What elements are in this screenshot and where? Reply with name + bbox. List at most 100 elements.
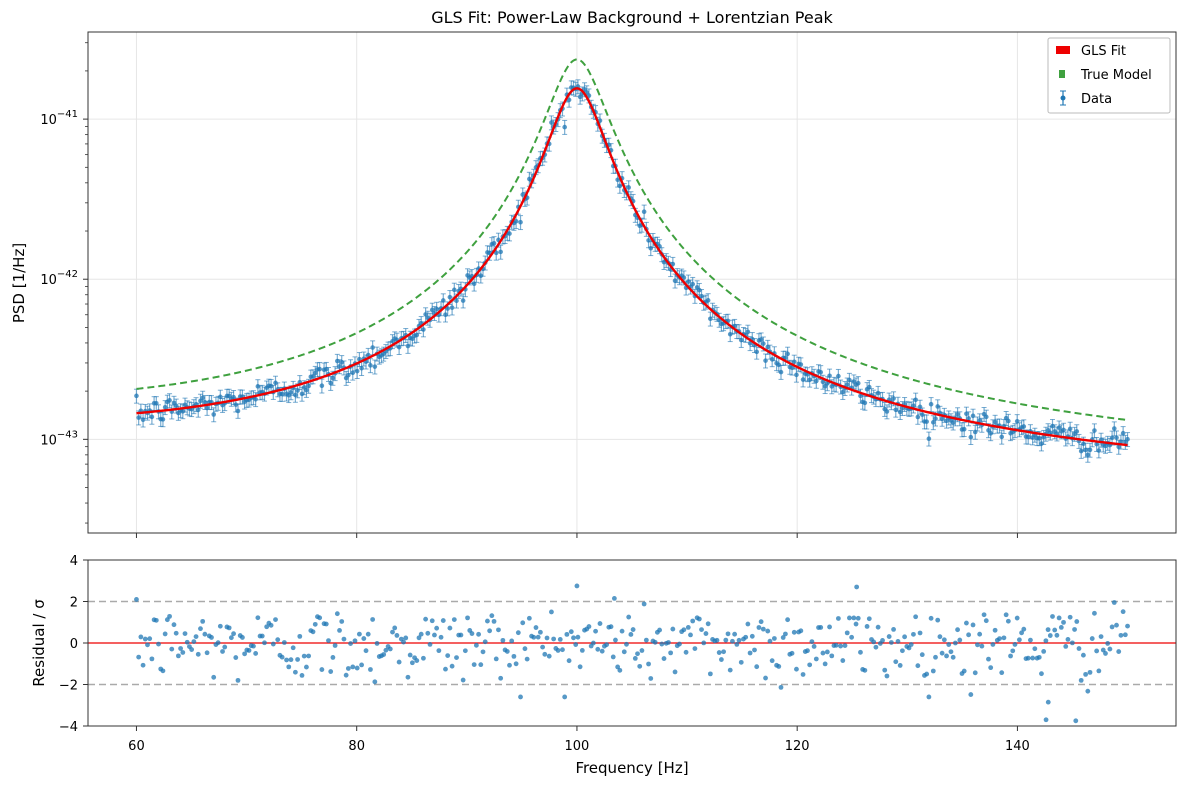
residual-point: [864, 624, 870, 629]
residual-point: [701, 640, 707, 646]
residual-point: [390, 629, 395, 635]
residual-point: [575, 634, 581, 640]
residual-point: [350, 664, 356, 670]
residual-point: [251, 643, 256, 649]
residual-y-tick-label-0: −4: [59, 720, 78, 735]
residual-point: [193, 634, 199, 639]
residual-point: [235, 677, 241, 683]
data-point: [641, 204, 647, 220]
residual-point: [175, 653, 181, 659]
residual-point: [800, 672, 806, 677]
residual-point: [286, 664, 292, 670]
residual-point: [297, 633, 303, 639]
residual-point: [560, 647, 565, 653]
residual-point: [489, 613, 495, 619]
residual-point: [911, 631, 916, 637]
residual-point: [498, 675, 504, 681]
residual-point: [396, 659, 402, 665]
residual-point: [577, 664, 583, 670]
residual-point: [438, 634, 444, 640]
residual-point: [368, 667, 373, 672]
residual-point: [968, 692, 974, 697]
residual-point: [511, 653, 517, 659]
data-point: [562, 119, 568, 135]
psd-grid: [88, 32, 1176, 533]
residual-point: [692, 646, 698, 651]
residual-point: [520, 620, 526, 626]
data-point: [162, 400, 168, 416]
residual-point: [964, 620, 969, 626]
residual-point: [356, 631, 362, 637]
residual-point: [716, 650, 722, 655]
residual-point: [1083, 671, 1089, 677]
residual-point: [443, 666, 448, 672]
residual-point: [372, 679, 378, 685]
residual-point: [273, 617, 278, 622]
residual-point: [1010, 648, 1016, 654]
residual-point: [771, 636, 777, 641]
data-point: [449, 300, 455, 316]
residual-point: [913, 614, 919, 620]
residual-point: [972, 670, 978, 676]
residual-point: [1096, 668, 1102, 674]
residual-point: [418, 631, 424, 637]
data-point: [200, 390, 206, 406]
residual-point: [573, 642, 579, 647]
psd-panel: 10−43 10−42 10−41 GLS Fit: Power-Law Backg…: [10, 8, 1177, 538]
residual-point: [1030, 655, 1036, 661]
residual-point: [760, 626, 766, 632]
residual-point: [403, 635, 409, 641]
residual-point: [1087, 669, 1093, 675]
residual-point: [661, 656, 667, 661]
residual-point: [849, 634, 855, 640]
data-point: [1067, 421, 1073, 437]
data-point: [440, 293, 446, 309]
residual-point: [1094, 648, 1100, 654]
residual-point: [670, 626, 676, 632]
residual-point: [919, 652, 925, 658]
residual-point: [871, 639, 877, 645]
residual-point: [292, 669, 298, 675]
residual-point: [533, 625, 539, 630]
residual-point: [423, 616, 429, 622]
residual-point: [999, 670, 1005, 676]
residual-point: [1076, 646, 1082, 651]
residual-point: [778, 684, 784, 690]
residual-point: [851, 615, 857, 621]
residual-point: [537, 629, 543, 635]
residual-point: [930, 668, 936, 674]
residual-point: [312, 621, 318, 627]
residual-point: [944, 653, 949, 659]
residual-point: [902, 634, 908, 640]
psd-y-axis-label: PSD [1/Hz]: [10, 243, 28, 323]
residual-point: [469, 631, 475, 636]
psd-ticks: 10−43 10−42 10−41: [40, 109, 1018, 538]
residual-point: [1058, 624, 1064, 630]
residual-point: [462, 648, 468, 654]
residual-point: [153, 617, 159, 623]
residual-point: [160, 668, 166, 674]
residual-point: [288, 657, 294, 663]
legend-box: [1047, 37, 1171, 114]
residual-point: [747, 650, 753, 656]
x-tick-label-3: 120: [785, 739, 810, 754]
residual-point: [1092, 610, 1097, 616]
residual-point: [162, 631, 168, 637]
residual-point: [1118, 632, 1124, 638]
residual-point: [458, 632, 464, 638]
data-point: [793, 367, 799, 383]
data-point: [672, 273, 678, 289]
data-point: [133, 388, 139, 404]
residual-point: [734, 641, 740, 647]
residual-point: [758, 619, 764, 625]
residual-point: [217, 623, 223, 629]
residual-point: [429, 618, 435, 624]
residual-point: [535, 634, 541, 640]
psd-y-tick-label-1: 10−42: [40, 269, 78, 288]
residual-point: [496, 627, 501, 633]
residual-point: [1036, 654, 1042, 660]
residual-point: [262, 640, 267, 646]
residual-point: [970, 622, 976, 628]
residual-point: [242, 651, 248, 657]
residual-point: [167, 613, 172, 619]
